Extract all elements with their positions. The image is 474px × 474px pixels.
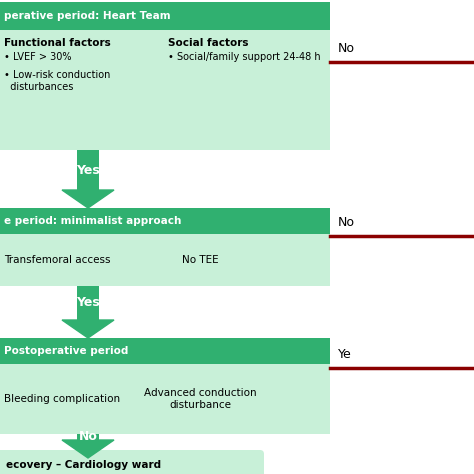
Text: • Low-risk conduction
  disturbances: • Low-risk conduction disturbances — [4, 70, 110, 91]
Text: Functional factors: Functional factors — [4, 38, 111, 48]
Bar — [77, 286, 99, 320]
Text: No TEE: No TEE — [182, 255, 219, 265]
Text: perative period: Heart Team: perative period: Heart Team — [4, 11, 171, 21]
Text: Postoperative period: Postoperative period — [4, 346, 128, 356]
Text: Yes: Yes — [76, 164, 100, 176]
Polygon shape — [62, 440, 114, 458]
Bar — [0, 30, 330, 150]
Polygon shape — [62, 190, 114, 208]
Bar — [0, 208, 330, 234]
Text: e period: minimalist approach: e period: minimalist approach — [4, 216, 182, 226]
Bar — [0, 2, 330, 30]
Bar — [0, 364, 330, 434]
Text: • Social/family support 24-48 h: • Social/family support 24-48 h — [168, 52, 320, 62]
FancyBboxPatch shape — [0, 450, 264, 474]
Bar — [0, 234, 330, 286]
Bar — [0, 338, 330, 364]
Text: Transfemoral access: Transfemoral access — [4, 255, 110, 265]
Text: Social factors: Social factors — [168, 38, 248, 48]
Text: Ye: Ye — [338, 348, 352, 361]
Polygon shape — [62, 320, 114, 338]
Bar — [77, 434, 99, 440]
Text: No: No — [338, 42, 355, 55]
Text: No: No — [79, 430, 98, 444]
Text: Bleeding complication: Bleeding complication — [4, 394, 120, 404]
Text: Yes: Yes — [76, 297, 100, 310]
Text: Advanced conduction
disturbance: Advanced conduction disturbance — [144, 388, 256, 410]
Text: • LVEF > 30%: • LVEF > 30% — [4, 52, 72, 62]
Text: ecovery – Cardiology ward: ecovery – Cardiology ward — [6, 460, 161, 470]
Bar — [77, 150, 99, 190]
Text: No: No — [338, 216, 355, 229]
